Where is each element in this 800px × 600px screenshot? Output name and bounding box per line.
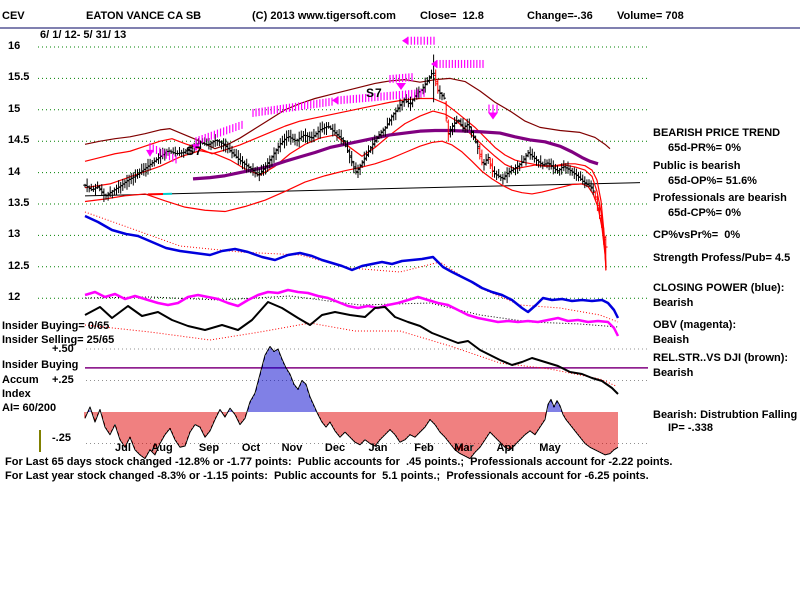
indicator-label: Insider Buying [2, 359, 79, 371]
analysis-panel-line: Bearish [653, 297, 694, 309]
price-axis-label: 13.5 [8, 197, 30, 209]
analysis-panel-line: OBV (magenta): [653, 319, 737, 331]
close-value: Close= 12.8 [420, 10, 484, 22]
date-range: 6/ 1/ 12- 5/ 31/ 13 [40, 29, 127, 41]
analysis-panel-line: Public is bearish [653, 160, 741, 172]
indicator-label: Index [2, 388, 31, 400]
copyright-text: (C) 2013 www.tigersoft.com [252, 10, 396, 22]
analysis-panel-line: Strength Profess/Pub= 4.5 [653, 252, 791, 264]
analysis-panel-line: 65d-CP%= 0% [668, 207, 742, 219]
indicator-label: Insider Selling= 25/65 [2, 334, 115, 346]
analysis-panel-line: Bearish: Distrubtion Falling [653, 409, 798, 421]
analysis-panel-line: 65d-PR%= 0% [668, 142, 742, 154]
change-value: Change=-.36 [527, 10, 593, 22]
price-axis-label: 12 [8, 291, 21, 304]
indicator-label: +.25 [52, 374, 74, 386]
month-axis-label: Oct [241, 442, 261, 454]
analysis-panel-line: 65d-OP%= 51.6% [668, 175, 757, 187]
volume-value: Volume= 708 [617, 10, 684, 22]
month-axis-label: Dec [324, 442, 346, 454]
price-axis-label: 12.5 [8, 259, 30, 272]
s7-signal-label: S7 [186, 144, 203, 158]
analysis-panel-line: CLOSING POWER (blue): [653, 282, 785, 294]
summary-line-1yr: For Last year stock changed -8.3% or -1.… [5, 470, 649, 482]
month-axis-label: Apr [496, 442, 516, 454]
analysis-panel-line: CP%vsPr%= 0% [653, 229, 741, 241]
month-axis-label: Nov [281, 442, 303, 454]
analysis-panel-line: Bearish [653, 367, 694, 379]
month-axis-label: May [539, 442, 561, 454]
indicator-label: -.25 [52, 432, 71, 444]
price-axis-label: 15.5 [8, 71, 30, 84]
price-axis-label: 14 [8, 165, 21, 178]
month-axis-label: Aug [151, 442, 173, 454]
indicator-label: +.50 [52, 343, 74, 355]
s7-signal-label: S7 [366, 86, 383, 100]
month-axis-label: Mar [454, 442, 474, 454]
indicator-label: AI= 60/200 [2, 402, 57, 414]
price-axis-label: 15 [8, 102, 21, 115]
ticker-symbol: CEV [2, 10, 25, 22]
price-axis-label: 16 [8, 40, 21, 52]
summary-line-65d: For Last 65 days stock changed -12.8% or… [5, 456, 673, 468]
indicator-label: Insider Buying= 0/65 [2, 320, 110, 332]
price-axis-label: 14.5 [8, 134, 30, 147]
analysis-panel-line: IP= -.338 [668, 422, 713, 434]
analysis-panel-line: Professionals are bearish [653, 192, 787, 204]
analysis-panel-line: BEARISH PRICE TREND [653, 127, 781, 139]
analysis-panel-line: REL.STR..VS DJI (brown): [653, 352, 789, 364]
month-axis-label: Feb [414, 442, 434, 454]
month-axis-label: Jul [115, 442, 131, 454]
month-axis-label: Jan [368, 442, 388, 454]
analysis-panel-line: Beaish [653, 334, 690, 346]
indicator-label: Accum [2, 374, 39, 386]
month-axis-label: Sep [198, 442, 220, 454]
price-axis-label: 13 [8, 228, 21, 241]
stock-title: EATON VANCE CA SB [86, 10, 202, 22]
